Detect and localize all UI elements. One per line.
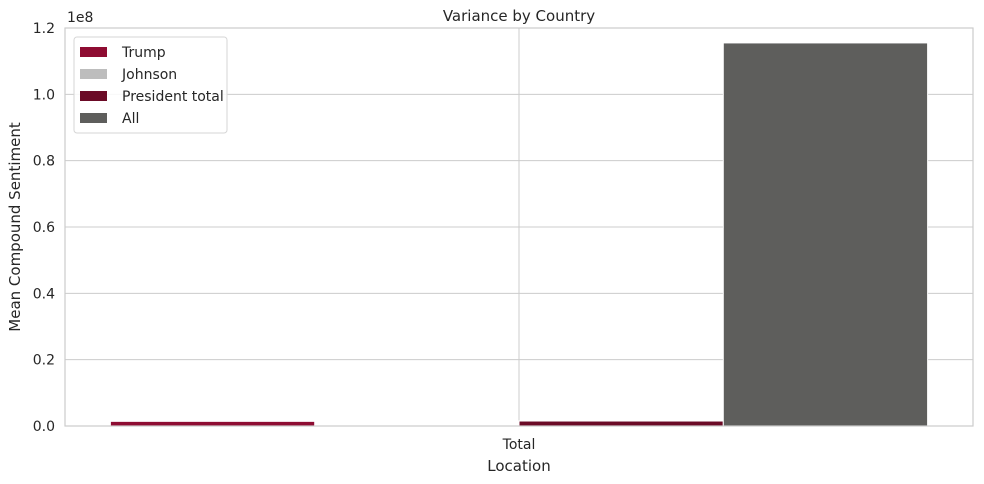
x-tick-label: Total bbox=[502, 437, 536, 453]
bars bbox=[109, 42, 929, 427]
bar-president-total bbox=[518, 420, 724, 427]
y-tick-label: 0.6 bbox=[33, 220, 55, 236]
y-offset-label: 1e8 bbox=[67, 10, 93, 26]
plot-frame bbox=[64, 27, 974, 427]
legend-label: All bbox=[122, 111, 139, 127]
legend-label: Johnson bbox=[121, 67, 177, 83]
legend-frame bbox=[73, 36, 228, 134]
y-axis-ticks: 0.0 0.2 0.4 0.6 0.8 1.0 1.2 bbox=[33, 21, 55, 435]
chart-title: Variance by Country bbox=[443, 7, 595, 25]
legend-label: Trump bbox=[121, 45, 166, 61]
y-tick-label: 0.4 bbox=[33, 286, 55, 302]
legend-swatch bbox=[80, 47, 107, 57]
y-tick-label: 0.2 bbox=[33, 353, 55, 369]
legend-swatch bbox=[80, 69, 107, 79]
y-tick-label: 1.2 bbox=[33, 21, 55, 37]
bar-all bbox=[722, 42, 929, 427]
y-tick-label: 1.0 bbox=[33, 87, 55, 103]
x-axis-ticks: Total bbox=[502, 437, 536, 453]
y-axis-label: Mean Compound Sentiment bbox=[6, 122, 24, 332]
legend: Trump Johnson President total All bbox=[73, 36, 228, 134]
legend-swatch bbox=[80, 113, 107, 123]
legend-label: President total bbox=[122, 89, 224, 105]
x-axis-label: Location bbox=[487, 457, 550, 475]
bar-trump bbox=[109, 420, 316, 427]
legend-swatch bbox=[80, 91, 107, 101]
y-tick-label: 0.0 bbox=[33, 419, 55, 435]
y-tick-label: 0.8 bbox=[33, 154, 55, 170]
